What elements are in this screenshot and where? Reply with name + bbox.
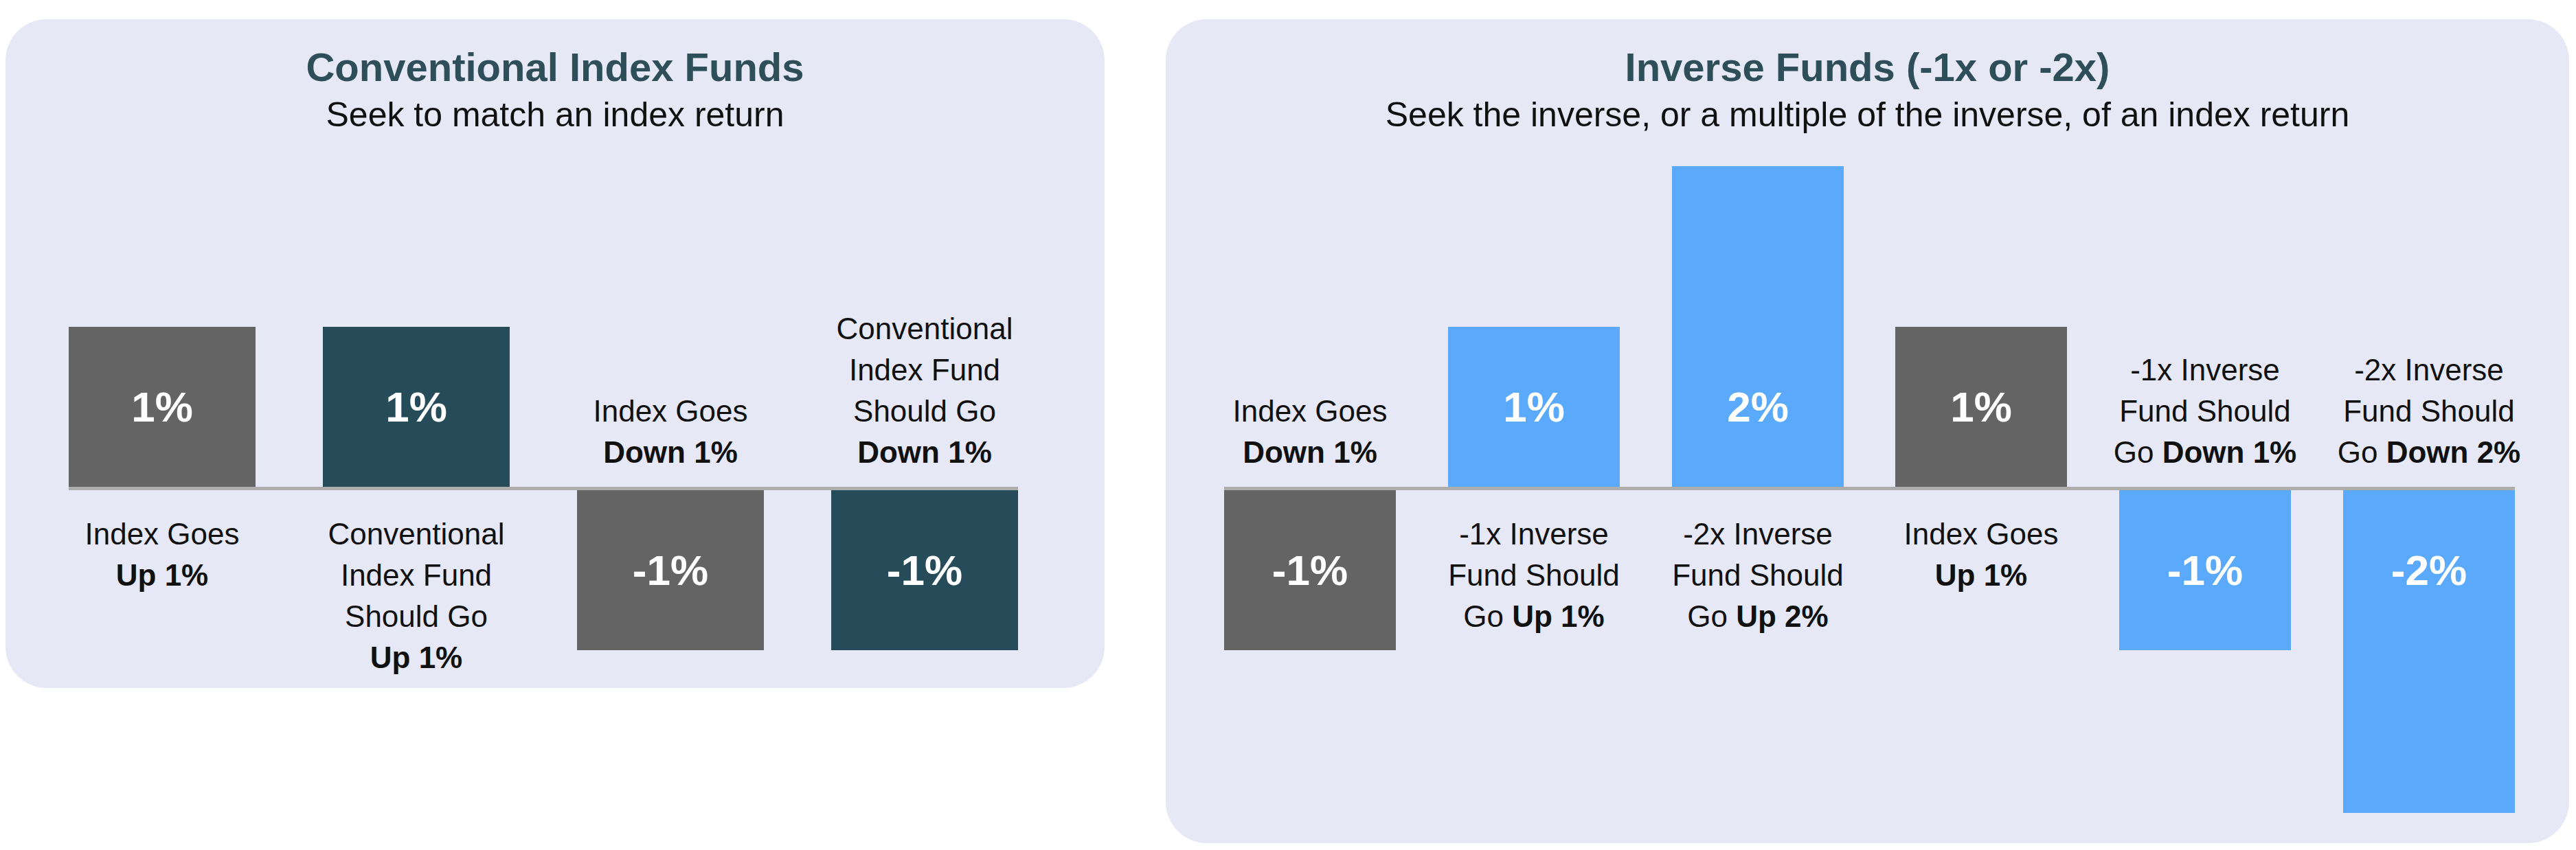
label-line: Go Up 1%: [1424, 596, 1644, 637]
label-line: Up 1%: [1871, 555, 2091, 596]
label-line: Index Goes: [547, 391, 794, 432]
label-line: Up 1%: [293, 637, 540, 678]
bar-label: Index Goes Down 1%: [547, 391, 794, 473]
bar-index-up-1: 1%: [1895, 327, 2067, 487]
bar-index-up-1: 1%: [69, 327, 256, 487]
bar-label: -2x Inverse Fund Should Go Up 2%: [1648, 514, 1868, 637]
bar-label: Conventional Index Fund Should Go Up 1%: [293, 514, 540, 678]
label-line: Down 1%: [801, 432, 1048, 473]
label-line: Index Fund: [293, 555, 540, 596]
conventional-index-funds-panel: Conventional Index Funds Seek to match a…: [5, 19, 1105, 688]
label-line: Down 1%: [547, 432, 794, 473]
bar-value: 1%: [131, 382, 193, 431]
label-line: Down 1%: [1200, 432, 1420, 473]
bar-index-down-1: -1%: [577, 490, 764, 650]
label-line: Should Go: [293, 596, 540, 637]
bar-value: -1%: [1272, 546, 1348, 595]
label-line: Index Goes: [1871, 514, 2091, 555]
bar-inverse1x-up-1: 1%: [1448, 327, 1620, 487]
bar-inverse2x-down-2: -2%: [2343, 490, 2515, 813]
bar-label: Conventional Index Fund Should Go Down 1…: [801, 308, 1048, 473]
label-line: Fund Should: [2095, 391, 2315, 432]
bar-value: 1%: [1950, 382, 2012, 431]
bar-chart: -1% Index Goes Down 1% 1% -1x Inverse Fu…: [1166, 19, 2569, 843]
infographic-canvas: Conventional Index Funds Seek to match a…: [0, 0, 2576, 850]
label-line: -1x Inverse: [2095, 349, 2315, 391]
label-line: -1x Inverse: [1424, 514, 1644, 555]
bar-value: -2%: [2391, 546, 2467, 595]
label-line: Should Go: [801, 391, 1048, 432]
label-line: Conventional: [293, 514, 540, 555]
label-line: Fund Should: [1424, 555, 1644, 596]
bar-value: -1%: [633, 546, 708, 595]
bar-value: 1%: [385, 382, 447, 431]
label-line: Go Down 2%: [2319, 432, 2539, 473]
bar-label: -1x Inverse Fund Should Go Down 1%: [2095, 349, 2315, 473]
x-axis-line: [69, 487, 1018, 490]
label-line: Go Up 2%: [1648, 596, 1868, 637]
label-line: Up 1%: [38, 555, 286, 596]
bar-value: -1%: [887, 546, 962, 595]
bar-label: -1x Inverse Fund Should Go Up 1%: [1424, 514, 1644, 637]
label-line: Conventional: [801, 308, 1048, 349]
label-line: -2x Inverse: [1648, 514, 1868, 555]
inverse-funds-panel: Inverse Funds (-1x or -2x) Seek the inve…: [1166, 19, 2569, 843]
label-line: -2x Inverse: [2319, 349, 2539, 391]
label-line: Index Goes: [38, 514, 286, 555]
bar-value: 2%: [1727, 382, 1789, 431]
label-line: Go Down 1%: [2095, 432, 2315, 473]
bar-label: Index Goes Up 1%: [1871, 514, 2091, 596]
bar-chart: 1% Index Goes Up 1% 1% Conventional Inde…: [5, 19, 1105, 688]
bar-label: Index Goes Up 1%: [38, 514, 286, 596]
bar-label: Index Goes Down 1%: [1200, 391, 1420, 473]
label-line: Index Goes: [1200, 391, 1420, 432]
bar-inverse2x-up-2: 2%: [1672, 166, 1844, 487]
bar-index-down-1: -1%: [1224, 490, 1396, 650]
x-axis-line: [1224, 487, 2515, 490]
bar-label: -2x Inverse Fund Should Go Down 2%: [2319, 349, 2539, 473]
bar-value: -1%: [2167, 546, 2243, 595]
bar-fund-down-1: -1%: [831, 490, 1018, 650]
label-line: Fund Should: [2319, 391, 2539, 432]
bar-inverse1x-down-1: -1%: [2119, 490, 2291, 650]
bar-fund-up-1: 1%: [323, 327, 510, 487]
label-line: Fund Should: [1648, 555, 1868, 596]
bar-value: 1%: [1503, 382, 1565, 431]
label-line: Index Fund: [801, 349, 1048, 391]
